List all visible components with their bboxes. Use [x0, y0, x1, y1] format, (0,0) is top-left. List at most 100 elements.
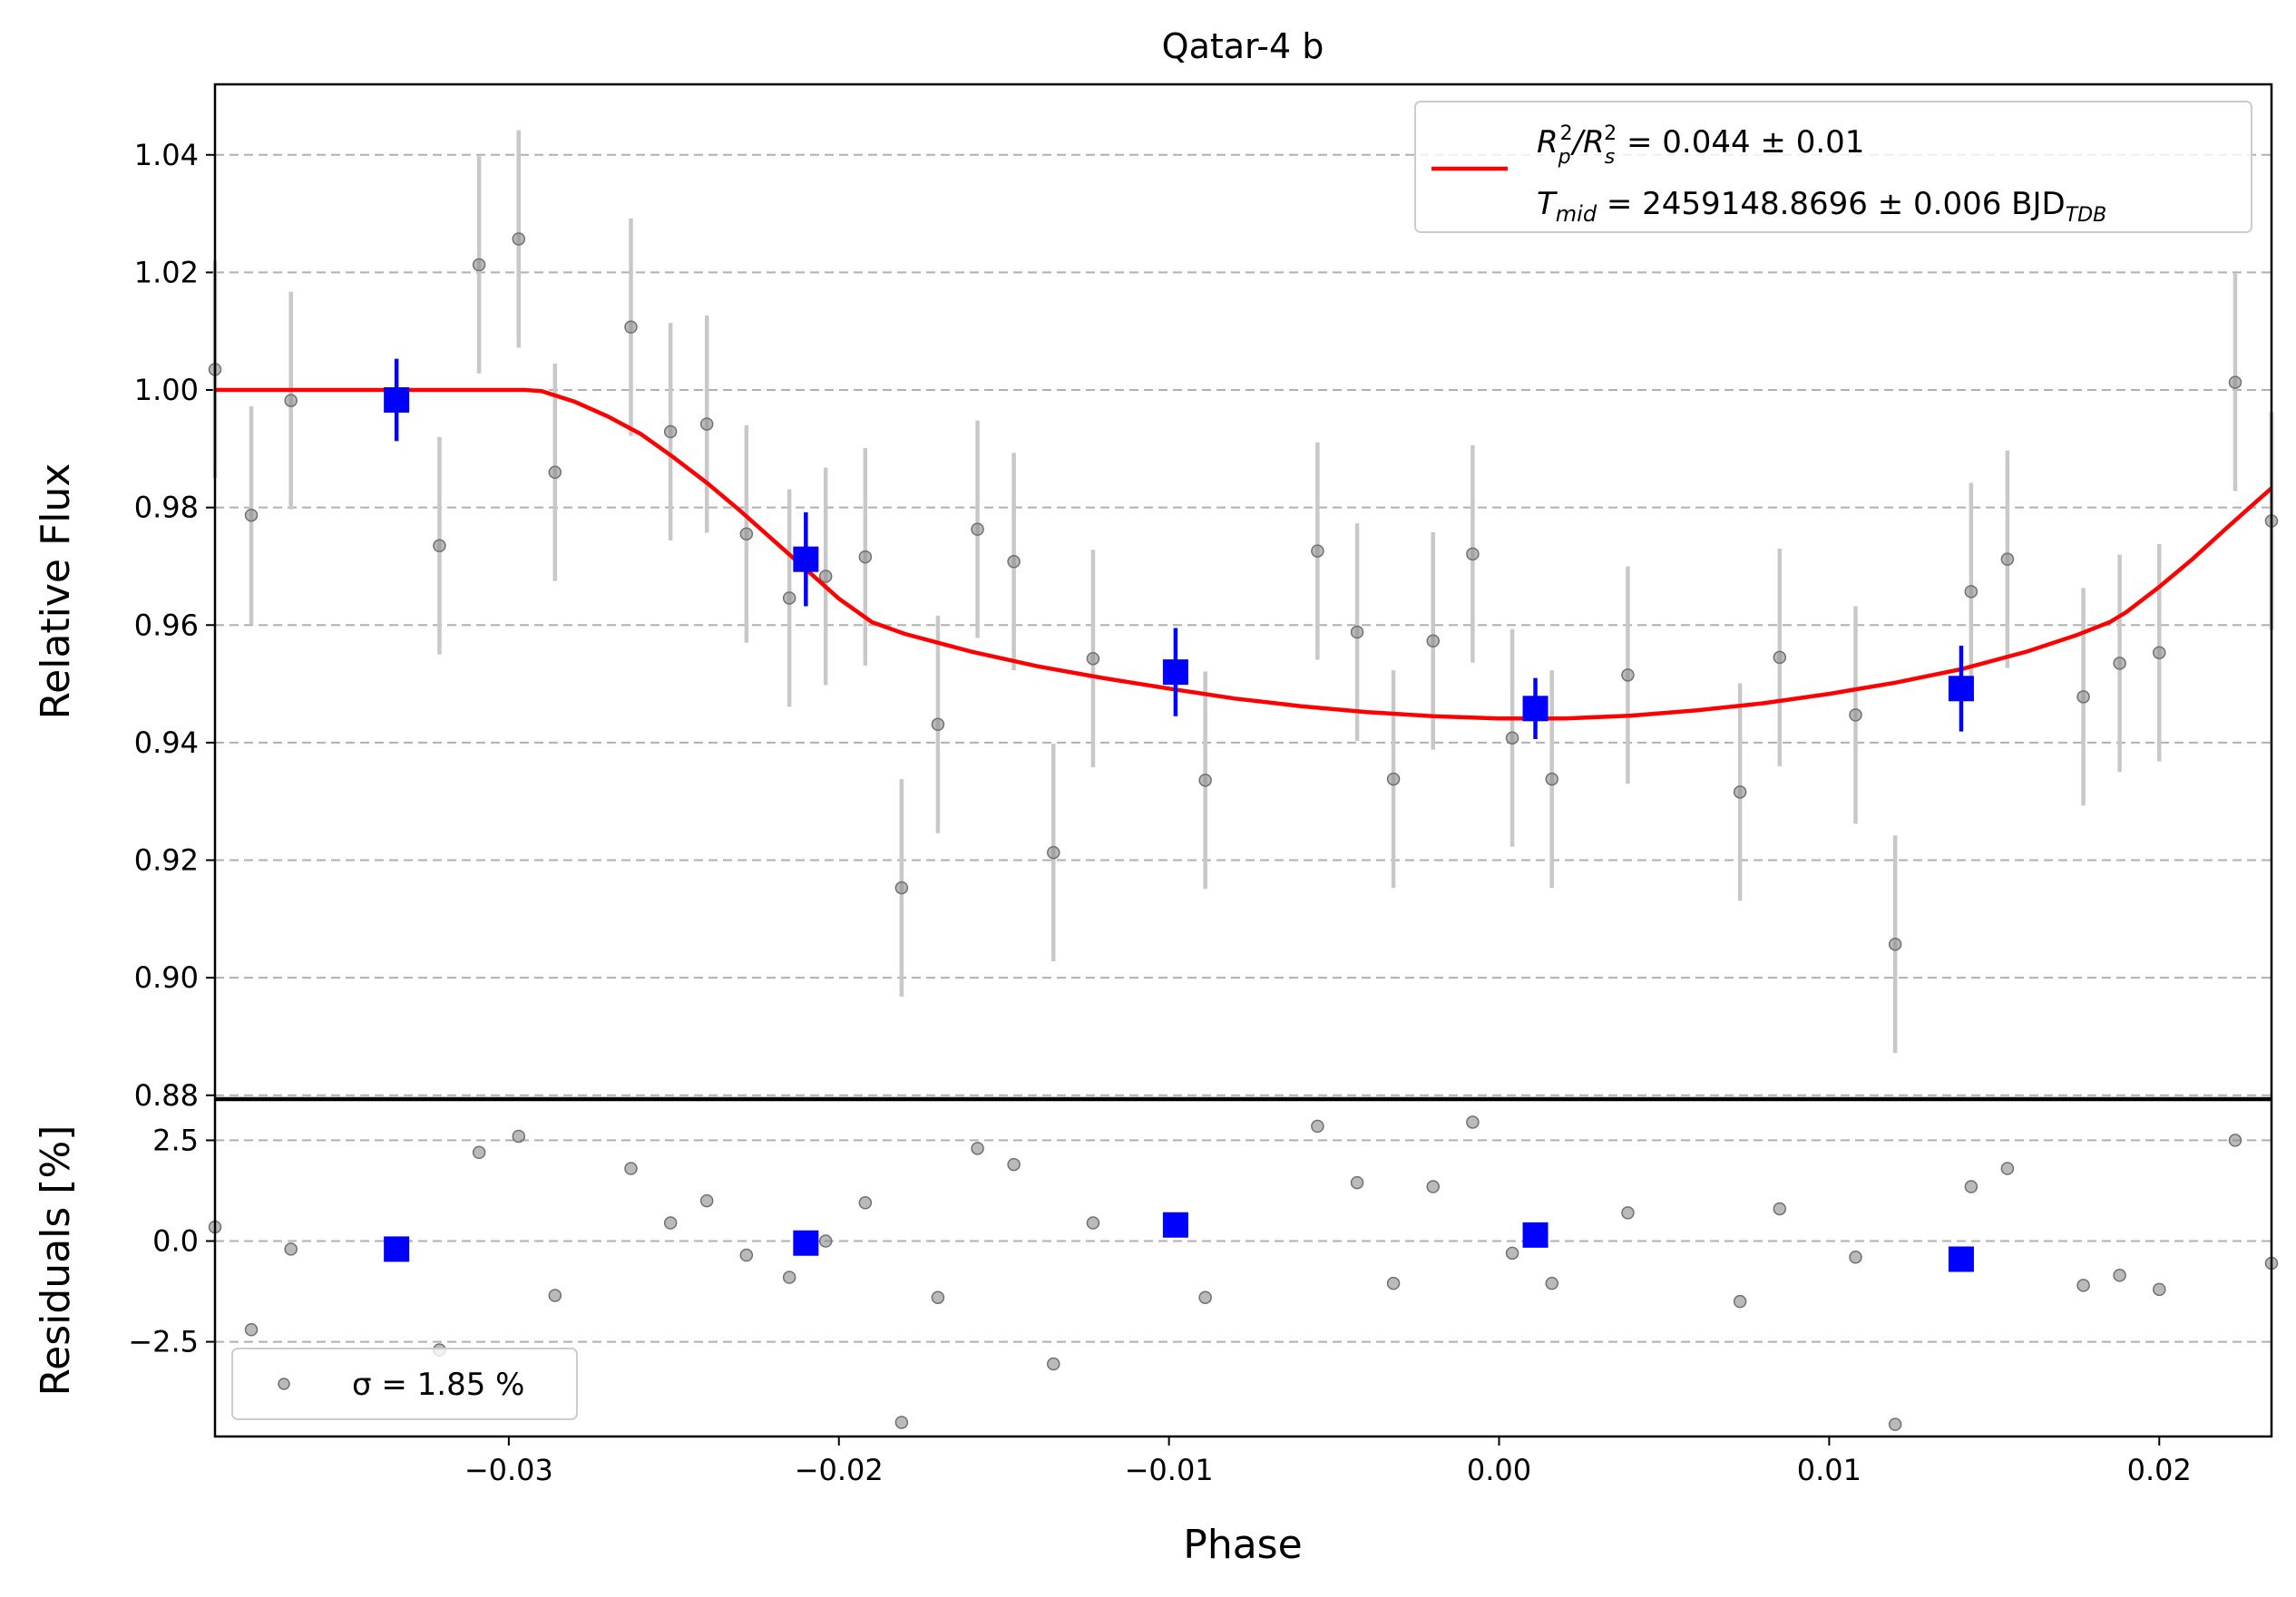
flux-data-point: [624, 320, 638, 334]
phase-x-tick-label: 0.01: [1797, 1453, 1861, 1487]
binned-flux-point: [384, 387, 410, 414]
binned-flux-point: [1948, 676, 1974, 702]
residuals-grid: [215, 1139, 2272, 1343]
residual-data-point: [244, 1323, 259, 1337]
flux-y-tick-label: 0.92: [134, 843, 199, 878]
residual-data-point: [818, 1234, 833, 1248]
flux-data-point: [931, 717, 945, 732]
binned-flux-point: [1162, 659, 1188, 686]
flux-data-point: [739, 527, 754, 541]
residual-data-point: [1849, 1251, 1862, 1264]
residual-data-point: [1733, 1294, 1747, 1309]
residuals-panel: −2.5 0.0 2.5 −0.03 −0.02 −0.01 0.00 0.01 0.02 σ…: [33, 1098, 2279, 1568]
phase-x-ticks: −0.03 −0.02 −0.01 0.00 0.01 0.02: [464, 1436, 2192, 1487]
residuals-y-tick-label: 0.0: [152, 1224, 199, 1259]
flux-data-point: [1386, 772, 1401, 786]
flux-data-point: [818, 570, 833, 583]
flux-panel: 0.88 0.90 0.92 0.94 0.96 0.98 1.00 1.02 1.04 Rp2…: [33, 83, 2279, 1113]
legend-sigma-label: σ = 1.85 %: [352, 1367, 524, 1403]
residual-data-point: [1086, 1216, 1100, 1230]
binned-residual-point: [793, 1230, 819, 1256]
flux-data-point: [512, 232, 526, 246]
residuals-y-ticks: −2.5 0.0 2.5: [128, 1123, 215, 1359]
residual-data-point: [1773, 1202, 1787, 1216]
flux-legend-box: [1414, 101, 2252, 233]
flux-data-point: [433, 539, 446, 553]
flux-data-point: [548, 465, 562, 480]
flux-data-point: [1426, 634, 1440, 648]
residuals-panel-frame: [213, 1098, 2273, 1438]
x-axis-title: Phase: [1183, 1522, 1302, 1568]
flux-data-point: [472, 258, 486, 272]
residuals-legend: σ = 1.85 %: [231, 1348, 578, 1420]
flux-data-point: [1086, 651, 1100, 666]
residual-data-point: [1545, 1276, 1558, 1290]
flux-data-point: [1773, 650, 1787, 665]
residual-data-point: [2153, 1282, 2166, 1297]
binned-residual-point: [1948, 1246, 1974, 1272]
flux-data-point: [1964, 585, 1978, 599]
residuals-y-axis-title: Residuals [%]: [33, 1125, 79, 1397]
flux-y-tick-label: 0.98: [134, 491, 199, 525]
flux-data-point: [663, 424, 678, 439]
binned-flux-point: [793, 546, 819, 572]
flux-data-point: [894, 881, 909, 895]
binned-residual-point: [384, 1236, 410, 1262]
residual-data-point: [1198, 1290, 1212, 1304]
flux-data-point: [2000, 552, 2015, 566]
residuals-y-tick-label: 2.5: [152, 1123, 199, 1157]
flux-data-point: [1466, 547, 1480, 561]
flux-data-point: [1311, 544, 1324, 558]
flux-data-point: [1733, 785, 1747, 799]
flux-data-point: [1888, 937, 1902, 951]
flux-data-point: [1047, 845, 1060, 860]
transit-model-curve: [215, 387, 2273, 721]
flux-data-point: [1545, 772, 1558, 786]
residual-binned-points: [384, 1212, 1974, 1272]
residual-data-point: [472, 1145, 486, 1160]
residual-data-point: [2228, 1134, 2242, 1147]
residual-data-point: [548, 1289, 562, 1302]
residual-data-point: [782, 1271, 796, 1284]
residual-data-point: [1466, 1115, 1480, 1129]
phase-x-tick-label: 0.02: [2127, 1453, 2192, 1487]
chart-title: Qatar-4 b: [1162, 26, 1324, 66]
flux-data-point: [699, 417, 714, 431]
flux-data-point: [1505, 731, 1519, 745]
flux-y-tick-label: 0.88: [134, 1078, 199, 1113]
flux-y-ticks: 0.88 0.90 0.92 0.94 0.96 0.98 1.00 1.02 1.04: [134, 138, 215, 1113]
flux-data-point: [782, 591, 796, 605]
legend-tmid-label: Tmid = 2459148.8696 ± 0.006 BJDTDB: [1537, 186, 2106, 227]
binned-flux-point: [1522, 696, 1549, 722]
flux-data-point: [2228, 375, 2242, 389]
binned-residual-point: [1522, 1222, 1549, 1248]
flux-data-point: [2153, 646, 2166, 659]
residual-data-point: [2076, 1279, 2090, 1292]
flux-data-point: [2076, 690, 2090, 704]
residual-data-point: [512, 1129, 526, 1144]
residual-data-point: [1621, 1206, 1635, 1220]
flux-data-point: [1849, 708, 1862, 722]
residual-data-point: [284, 1242, 298, 1256]
flux-data-point: [1621, 668, 1635, 682]
flux-data-point: [1350, 625, 1364, 639]
flux-y-tick-label: 0.96: [134, 608, 199, 642]
phase-x-tick-label: −0.02: [795, 1453, 884, 1487]
flux-data-point: [1198, 774, 1212, 787]
flux-binned-points: [384, 358, 1974, 740]
residuals-legend-box: [231, 1348, 578, 1420]
flux-data-point: [2113, 657, 2126, 670]
residuals-legend-marker: [278, 1378, 290, 1390]
residual-data-point: [1047, 1357, 1060, 1371]
flux-data-point: [284, 394, 298, 407]
residual-data-point: [1311, 1119, 1324, 1134]
residuals-y-tick-label: −2.5: [128, 1325, 199, 1359]
flux-y-tick-label: 1.04: [134, 138, 199, 172]
flux-y-tick-label: 0.90: [134, 960, 199, 995]
flux-data-point: [1007, 555, 1021, 569]
flux-data-point: [244, 508, 259, 522]
flux-y-tick-label: 1.02: [134, 255, 199, 289]
residual-data-point: [1426, 1180, 1440, 1193]
residual-data-point: [1888, 1417, 1902, 1431]
